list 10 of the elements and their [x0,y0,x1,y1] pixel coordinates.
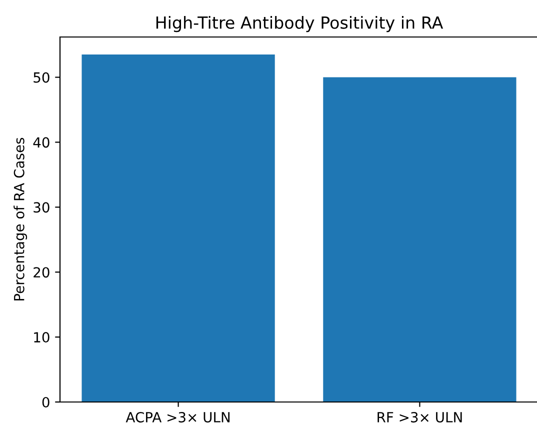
y-tick-label: 0 [42,396,50,408]
x-tick-label: ACPA >3× ULN [126,412,230,422]
y-axis-title: Percentage of RA Cases [14,138,28,300]
x-tick-label: RF >3× ULN [378,412,462,422]
y-tick-label: 20 [34,267,50,278]
y-tick-label: 30 [34,202,50,213]
chart-title: High-Titre Antibody Positivity in RA [156,16,444,32]
y-tick-label: 40 [33,137,50,148]
y-tick-label: 50 [34,72,50,83]
y-tick-label: 10 [34,332,50,343]
